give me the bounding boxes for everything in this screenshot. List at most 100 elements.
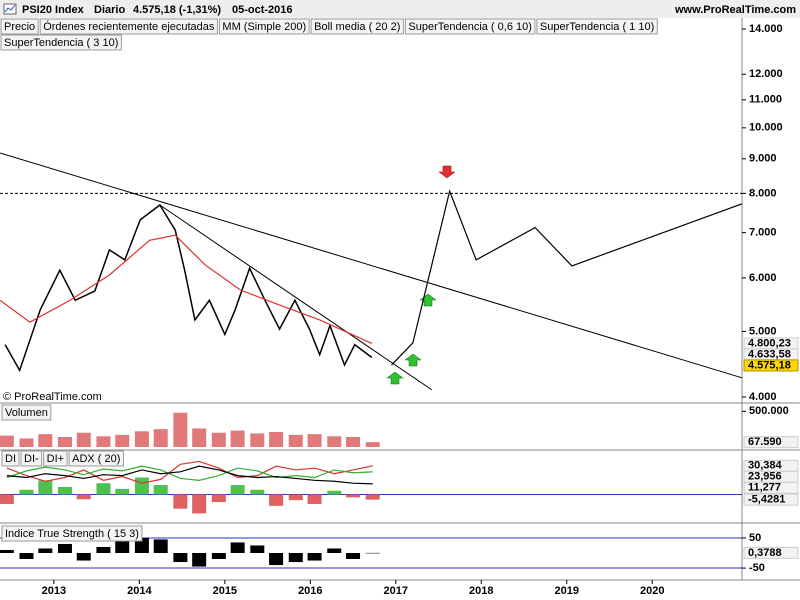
bar	[211, 432, 226, 447]
y-tick-label: 14.000	[749, 23, 783, 35]
instrument: PSI20 Index	[22, 4, 85, 16]
legend-entry-box	[68, 450, 124, 467]
bar	[211, 553, 226, 560]
bar	[250, 433, 265, 447]
bar	[38, 480, 53, 495]
y-tick-label: 9.000	[749, 153, 777, 165]
bar	[0, 435, 14, 447]
x-tick-label: 2018	[469, 585, 493, 597]
legend-entry-box	[310, 18, 404, 35]
bar	[173, 412, 188, 447]
value-tag	[743, 481, 799, 494]
bar	[230, 430, 245, 447]
legend-entry: SuperTendencia ( 1 10)	[540, 21, 654, 33]
bar	[96, 436, 111, 447]
site: www.ProRealTime.com	[674, 4, 796, 16]
bar	[269, 494, 284, 506]
bar	[288, 553, 303, 563]
x-tick-label: 2020	[640, 585, 664, 597]
legend-entry: DI+	[47, 453, 64, 465]
legend-entry-box	[0, 34, 122, 51]
series-line	[6, 465, 373, 481]
legend-entry: SuperTendencia ( 3 10)	[4, 37, 118, 49]
bar	[57, 543, 72, 553]
value-tag-label: 23,956	[748, 471, 782, 483]
bar	[96, 483, 111, 495]
legend-entry-box	[404, 18, 536, 35]
bar	[57, 486, 72, 495]
bar	[346, 494, 361, 498]
bar	[269, 432, 284, 447]
bar	[76, 494, 91, 500]
trend-line	[159, 204, 432, 391]
y-tick-label: 11.000	[749, 94, 782, 106]
value-tag	[743, 359, 799, 372]
legend-entry: ADX ( 20)	[72, 453, 120, 465]
y-tick-label: 6.000	[749, 272, 777, 284]
legend-entry-box	[536, 18, 658, 35]
legend-entry: SuperTendencia ( 0,6 10)	[408, 21, 532, 33]
panel-title: Indice True Strength ( 15 3)	[5, 528, 139, 540]
value-tag-label: -5,4281	[748, 494, 785, 506]
y-tick-label: -50	[749, 562, 765, 574]
bar	[0, 494, 14, 504]
bar	[57, 437, 72, 447]
y-tick-label: 12.000	[749, 68, 783, 80]
x-tick-label: 2013	[42, 585, 66, 597]
bar	[96, 546, 111, 553]
bar	[365, 552, 380, 554]
legend-entry: Precio	[4, 21, 35, 33]
legend-entry-box	[20, 450, 43, 467]
bar	[134, 431, 149, 447]
bar	[346, 553, 361, 560]
panel-title: Volumen	[5, 407, 48, 419]
bar	[230, 542, 245, 553]
value-tag	[743, 546, 799, 559]
bar	[288, 434, 303, 447]
y-tick-label: 5.000	[749, 325, 777, 337]
bar	[230, 485, 245, 495]
x-tick-label: 2017	[384, 585, 408, 597]
x-tick-label: 2016	[298, 585, 322, 597]
bar	[307, 494, 322, 504]
bar	[327, 548, 342, 553]
legend-entry: DI-	[24, 453, 39, 465]
legend-entry: MM (Simple 200)	[222, 21, 306, 33]
series-line	[6, 465, 373, 485]
bar	[0, 549, 14, 553]
series-line	[4, 203, 373, 373]
bar	[134, 537, 149, 553]
bar	[153, 485, 168, 495]
x-tick-label: 2015	[213, 585, 237, 597]
bar	[173, 494, 188, 509]
bar	[76, 553, 91, 561]
bar	[192, 428, 207, 447]
bar	[288, 494, 303, 501]
value-tag-label: 67.590	[748, 436, 782, 448]
panel-title-box	[1, 525, 143, 542]
bar	[365, 442, 380, 447]
legend-entry: Boll media ( 20 2)	[314, 21, 400, 33]
legend-entry-box	[0, 18, 39, 35]
y-tick-label: 8.000	[749, 187, 777, 199]
bar	[327, 490, 342, 495]
legend-entry-box	[218, 18, 310, 35]
value-tag-label: 4.633,58	[748, 348, 791, 360]
bar	[38, 434, 53, 447]
bar	[19, 489, 34, 495]
value-tag-label: 0,3788	[748, 547, 782, 559]
y-tick-label: 4.000	[749, 391, 777, 403]
buy-arrow	[404, 353, 422, 367]
bar	[115, 540, 130, 553]
watermark: © ProRealTime.com	[3, 391, 102, 403]
bar	[192, 553, 207, 567]
bar	[115, 434, 130, 447]
value-tag-label: 11,277	[748, 482, 781, 494]
bar	[153, 539, 168, 553]
value-tag-label: 4.575,18	[748, 359, 791, 371]
bar	[365, 494, 380, 500]
series-line	[391, 189, 743, 366]
value-tag	[743, 493, 799, 506]
